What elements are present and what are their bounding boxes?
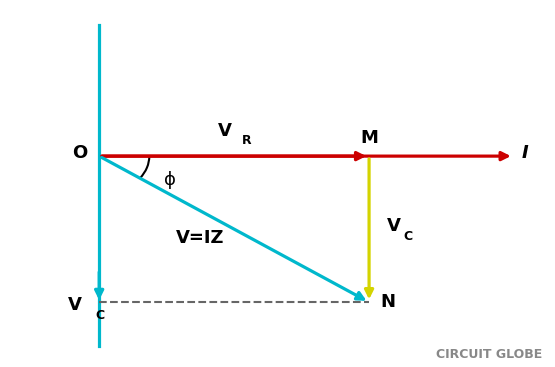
Text: V: V: [386, 217, 400, 235]
Text: I: I: [521, 144, 528, 162]
Text: ϕ: ϕ: [164, 171, 176, 189]
Text: C: C: [95, 309, 104, 322]
Text: V=IZ: V=IZ: [176, 229, 225, 247]
Text: CIRCUIT GLOBE: CIRCUIT GLOBE: [436, 348, 543, 360]
Text: V: V: [68, 296, 82, 314]
Text: O: O: [72, 144, 88, 162]
Text: R: R: [242, 134, 251, 147]
Text: N: N: [381, 293, 396, 311]
Text: M: M: [360, 128, 378, 147]
Text: V: V: [218, 122, 231, 140]
Text: C: C: [404, 230, 413, 243]
